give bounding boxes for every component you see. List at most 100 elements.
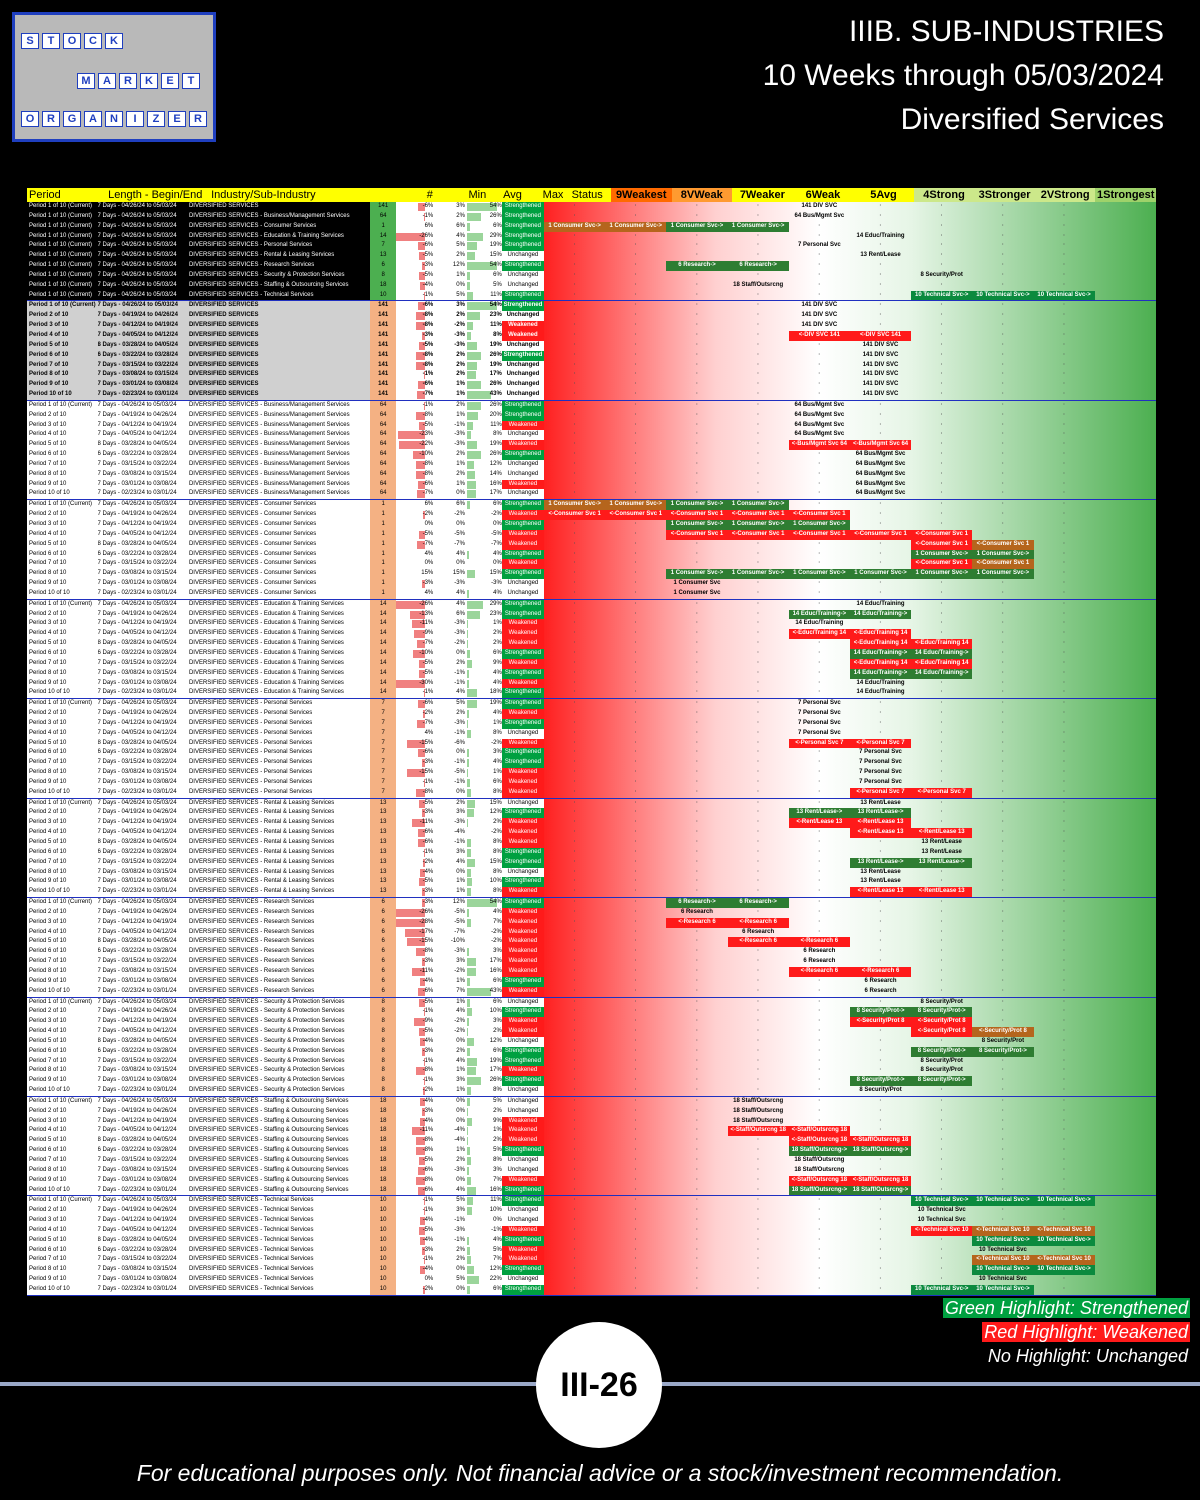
zone-dot: · <box>879 521 882 527</box>
zone-dot: · <box>634 580 637 587</box>
cell-value: 15% <box>489 858 502 865</box>
period-cell: Period 9 of 10 <box>29 480 67 487</box>
status-cell: Unchanged <box>501 728 544 739</box>
zone-dot: · <box>634 858 637 865</box>
min-bar <box>422 1285 426 1294</box>
zone-dot: · <box>757 669 760 676</box>
zone-dot: · <box>940 1097 943 1104</box>
cell-value: 4% <box>424 589 434 596</box>
zone-dot: · <box>818 1077 821 1084</box>
max-cell: 17% <box>465 489 502 499</box>
zone-dot: · <box>757 441 760 448</box>
max-bar <box>466 291 473 300</box>
max-bar <box>466 948 469 957</box>
max-cell: 4% <box>465 709 502 719</box>
zone-dot: · <box>695 1226 698 1233</box>
position-marker: 13 Rent/Lease-> <box>788 808 850 819</box>
zone-dot: · <box>757 1176 760 1183</box>
logo-letter: E <box>161 73 179 89</box>
cell-value: -3% <box>422 1107 434 1114</box>
zone-dot: · <box>634 839 637 845</box>
period-cell: Period 3 of 10 <box>29 719 67 726</box>
table-row: Period 6 of 10 6 Days - 03/22/24 to 03/28… <box>27 847 1156 858</box>
period-cell: Period 9 of 10 <box>29 977 67 984</box>
zone-dot: · <box>1001 361 1004 368</box>
avg-cell: -1% <box>454 1236 465 1243</box>
status-cell: Weakened <box>501 907 544 918</box>
length-cell: 7 Days - 02/23/24 to 03/01/24 <box>97 788 177 795</box>
min-cell: -3% <box>396 1107 433 1117</box>
zone-dot: · <box>634 1037 637 1044</box>
zone-dot: · <box>757 1236 760 1243</box>
status-cell: Weakened <box>501 986 544 997</box>
count-cell: 141 <box>370 340 397 351</box>
status-cell: Strengthened <box>501 1284 544 1295</box>
zone-dot: · <box>757 1197 760 1204</box>
industry-cell: DIVERSIFIED SERVICES - Personal Services <box>188 729 313 736</box>
cell-value: -2% <box>422 511 434 518</box>
min-cell: -6% <box>396 699 433 709</box>
zone-dot: · <box>879 899 882 906</box>
count-cell: 6 <box>370 261 397 271</box>
min-cell: -8% <box>396 321 433 331</box>
cell-value: -6% <box>422 1166 434 1173</box>
min-cell: -3% <box>396 758 433 768</box>
table-row: Period 10 of 10 7 Days - 02/23/24 to 03/0… <box>27 588 1156 599</box>
cell-value: -1% <box>422 778 434 785</box>
zone-dot: · <box>1001 610 1004 617</box>
zone-dot: · <box>634 769 637 776</box>
strength-zone: · · · · 7 Personal Svc · · · · <box>544 718 1156 729</box>
cell-value: 4% <box>493 1236 502 1243</box>
zone-dot: · <box>1001 659 1004 666</box>
position-marker: 10 Technical Svc-> <box>911 1196 973 1207</box>
zone-dot: · <box>573 839 576 845</box>
zone-dot: · <box>1063 998 1066 1005</box>
avg-cell: -1% <box>454 669 465 676</box>
strength-zone: · · · · · 6 Research · · · <box>544 976 1156 987</box>
min-bar <box>419 799 426 808</box>
zone-dot: · <box>1001 1008 1004 1015</box>
zone-dot: · <box>1001 1097 1004 1104</box>
max-cell: -5% <box>465 530 502 540</box>
zone-dot: · <box>757 391 760 398</box>
logo-letter: Z <box>147 111 165 127</box>
min-cell: -8% <box>396 411 433 421</box>
min-cell: -1% <box>396 1196 433 1206</box>
zone-dot: · <box>1063 878 1066 885</box>
zone-dot: · <box>1063 262 1066 269</box>
max-cell: 26% <box>465 212 502 222</box>
zone-dot: · <box>1001 620 1004 627</box>
status-cell: Strengthened <box>501 231 544 242</box>
industry-cell: DIVERSIFIED SERVICES - Consumer Services <box>188 580 317 587</box>
zone-dot: · <box>940 928 943 935</box>
min-cell: -3% <box>396 579 433 589</box>
strength-zone: · · · · · 13 Rent/Lease · · · <box>544 251 1156 262</box>
zone-dot: · <box>818 977 821 984</box>
max-cell: 54% <box>465 202 502 212</box>
min-bar <box>424 1057 426 1066</box>
period-cell: Period 5 of 10 <box>29 441 67 448</box>
min-bar <box>420 281 426 290</box>
zone-dot: · <box>695 729 698 736</box>
zone-dot: · <box>818 271 821 278</box>
position-marker: 14 Educ/Training-> <box>911 668 973 679</box>
logo-letter: S <box>21 33 39 49</box>
min-bar <box>412 819 426 828</box>
zone-dot: · <box>1001 918 1004 925</box>
status-cell: Weakened <box>501 917 544 928</box>
zone-dot: · <box>1063 530 1066 537</box>
min-cell: -3% <box>396 887 433 897</box>
zone-dot: · <box>634 987 637 994</box>
max-bar <box>466 1028 468 1037</box>
zone-dot: · <box>818 480 821 487</box>
cell-value: -3% <box>422 888 434 895</box>
zone-dot: · <box>879 848 882 855</box>
cell-value: 5% <box>493 1246 502 1253</box>
min-cell: -26% <box>396 908 433 918</box>
table-row: Period 4 of 10 7 Days - 04/05/24 to 04/12… <box>27 529 1156 540</box>
period-cell: Period 2 of 10 <box>29 411 67 418</box>
max-bar <box>466 899 497 908</box>
zone-dot: · <box>634 679 637 686</box>
avg-cell: 0% <box>456 649 465 656</box>
table-row: Period 5 of 10 8 Days - 03/28/24 to 04/05… <box>27 539 1156 550</box>
